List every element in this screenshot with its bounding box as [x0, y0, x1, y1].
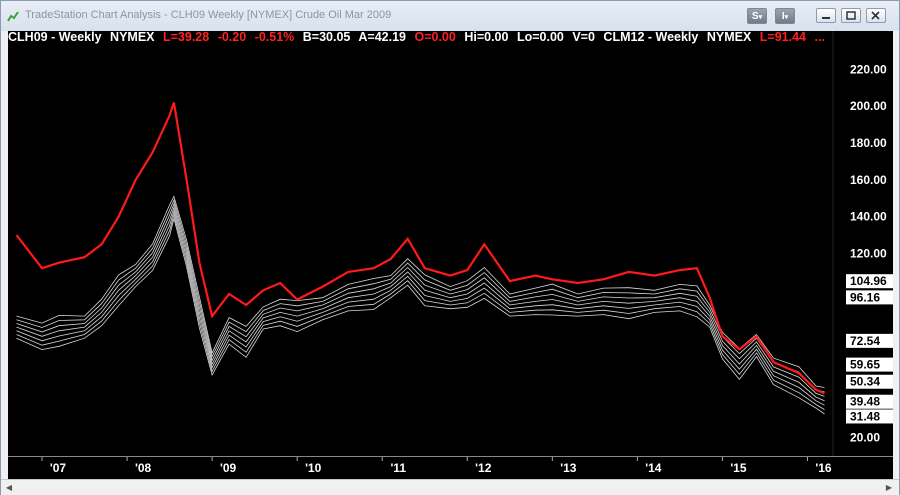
x-tick-label: '15 — [730, 461, 747, 475]
maximize-button[interactable] — [841, 8, 861, 23]
price-label-box — [846, 290, 893, 305]
price-label: 96.16 — [850, 290, 880, 304]
x-tick-label: '09 — [220, 461, 237, 475]
scroll-left-icon[interactable]: ◀ — [5, 483, 13, 492]
symbol-header: CLH09 - Weekly NYMEX L=39.28 -0.20 -0.51… — [8, 29, 830, 45]
y-tick-label: 20.00 — [850, 431, 880, 445]
x-tick-label: '11 — [390, 461, 406, 475]
series-line-strand — [16, 206, 825, 402]
series-line-strand — [16, 213, 825, 410]
app-chart-icon — [7, 10, 19, 22]
scroll-right-icon[interactable]: ▶ — [885, 483, 893, 492]
vertical-scrollbar[interactable] — [893, 31, 899, 479]
series-line-strand — [16, 218, 825, 415]
last-price: L=39.28 — [162, 30, 210, 44]
close-icon — [871, 11, 880, 20]
series-line-strand — [16, 198, 825, 393]
header-more: ... — [814, 30, 825, 44]
series-line-strand — [16, 209, 825, 406]
series-line-strand — [16, 195, 825, 388]
x-tick-label: '13 — [560, 461, 577, 475]
price-label-box — [846, 333, 893, 348]
net-change: -0.20 — [217, 30, 247, 44]
y-tick-label: 140.00 — [850, 210, 887, 224]
price-label: 39.48 — [850, 395, 880, 409]
exchange-name: NYMEX — [110, 30, 155, 44]
y-tick-label: 200.00 — [850, 99, 887, 113]
price-label: 72.54 — [850, 334, 880, 348]
i-menu-label: I — [781, 11, 785, 22]
volume: V=0 — [572, 30, 595, 44]
s-menu-label: S — [751, 11, 759, 22]
price-label: 59.65 — [850, 358, 880, 372]
s-menu-button[interactable]: S▾ — [747, 8, 767, 24]
open-price: O=0.00 — [414, 30, 456, 44]
series-line-red — [15, 102, 825, 395]
x-tick-label: '08 — [135, 461, 152, 475]
maximize-icon — [846, 11, 856, 20]
price-label-box — [846, 357, 893, 372]
x-tick-label: '12 — [475, 461, 492, 475]
i-menu-chevron-icon: ▾ — [784, 14, 789, 21]
i-menu-button[interactable]: I▾ — [775, 8, 795, 24]
exchange2-name: NYMEX — [706, 30, 752, 44]
minimize-button[interactable] — [816, 8, 836, 23]
last2-price: L=91.44 — [759, 30, 807, 44]
price-label-box — [846, 274, 893, 289]
series-line-strand — [16, 202, 825, 397]
x-tick-label: '10 — [305, 461, 322, 475]
title-bar: TradeStation Chart Analysis - CLH09 Week… — [1, 1, 899, 31]
y-tick-label: 160.00 — [850, 173, 887, 187]
x-tick-label: '14 — [645, 461, 662, 475]
price-label: 50.34 — [850, 375, 880, 389]
chart-area[interactable]: CLH09 - Weekly NYMEX L=39.28 -0.20 -0.51… — [8, 29, 893, 479]
horizontal-scrollbar[interactable]: ◀ ▶ — [1, 479, 899, 495]
y-tick-label: 120.00 — [850, 247, 887, 261]
symbol2-name: CLM12 - Weekly — [603, 30, 699, 44]
symbol-name: CLH09 - Weekly — [8, 30, 102, 44]
s-menu-chevron-icon: ▾ — [758, 14, 763, 21]
price-label-box — [846, 409, 893, 424]
x-tick-label: '16 — [815, 461, 832, 475]
ask-price: A=42.19 — [358, 30, 406, 44]
close-button[interactable] — [866, 8, 886, 23]
price-label: 104.96 — [850, 274, 887, 288]
x-tick-label: '07 — [50, 461, 67, 475]
price-label: 31.48 — [850, 409, 880, 423]
window-title: TradeStation Chart Analysis - CLH09 Week… — [25, 9, 392, 21]
y-tick-label: 180.00 — [850, 136, 887, 150]
time-axis: '07 '08 '09 '10 '11 '12 '13 '14 '15 '16 — [8, 456, 893, 479]
price-chart[interactable]: 220.00 200.00 180.00 160.00 140.00 120.00 20.0… — [8, 31, 893, 456]
time-axis-svg: '07 '08 '09 '10 '11 '12 '13 '14 '15 '16 — [41, 457, 832, 475]
price-label-box — [846, 394, 893, 409]
pct-change: -0.51% — [254, 30, 295, 44]
low-price: Lo=0.00 — [516, 30, 564, 44]
high-price: Hi=0.00 — [464, 30, 509, 44]
minimize-icon — [822, 17, 830, 19]
bid-price: B=30.05 — [302, 30, 351, 44]
price-label-box — [846, 374, 893, 389]
y-tick-label: 220.00 — [850, 62, 887, 76]
